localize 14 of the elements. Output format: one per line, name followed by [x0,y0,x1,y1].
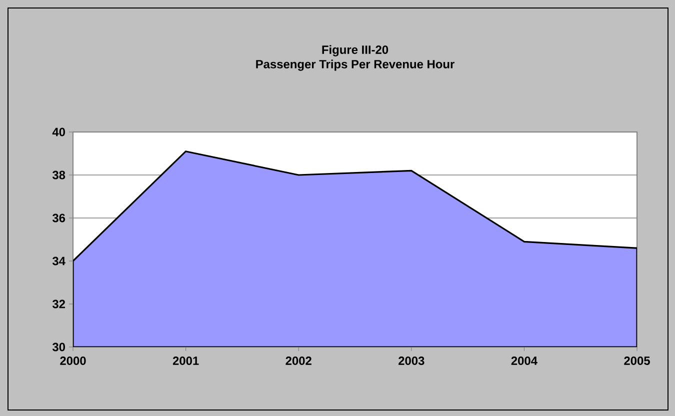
y-tick-label: 38 [52,170,66,180]
x-tick-label: 2004 [511,356,538,365]
chart-title: Figure III-20 [322,45,388,56]
y-tick-label: 40 [52,128,65,136]
x-tick-label: 2003 [398,356,424,366]
x-tick-label: 2001 [172,356,199,365]
chart-subtitle: Passenger Trips Per Revenue Hour [256,60,454,71]
y-tick-label: 30 [52,342,65,352]
x-tick-label: 2005 [624,356,650,365]
x-tick-label: 2002 [286,356,312,365]
y-tick-label: 34 [52,256,66,266]
x-tick-label: 2000 [60,356,86,365]
y-tick-label: 32 [52,300,66,308]
y-tick-label: 36 [52,214,66,222]
